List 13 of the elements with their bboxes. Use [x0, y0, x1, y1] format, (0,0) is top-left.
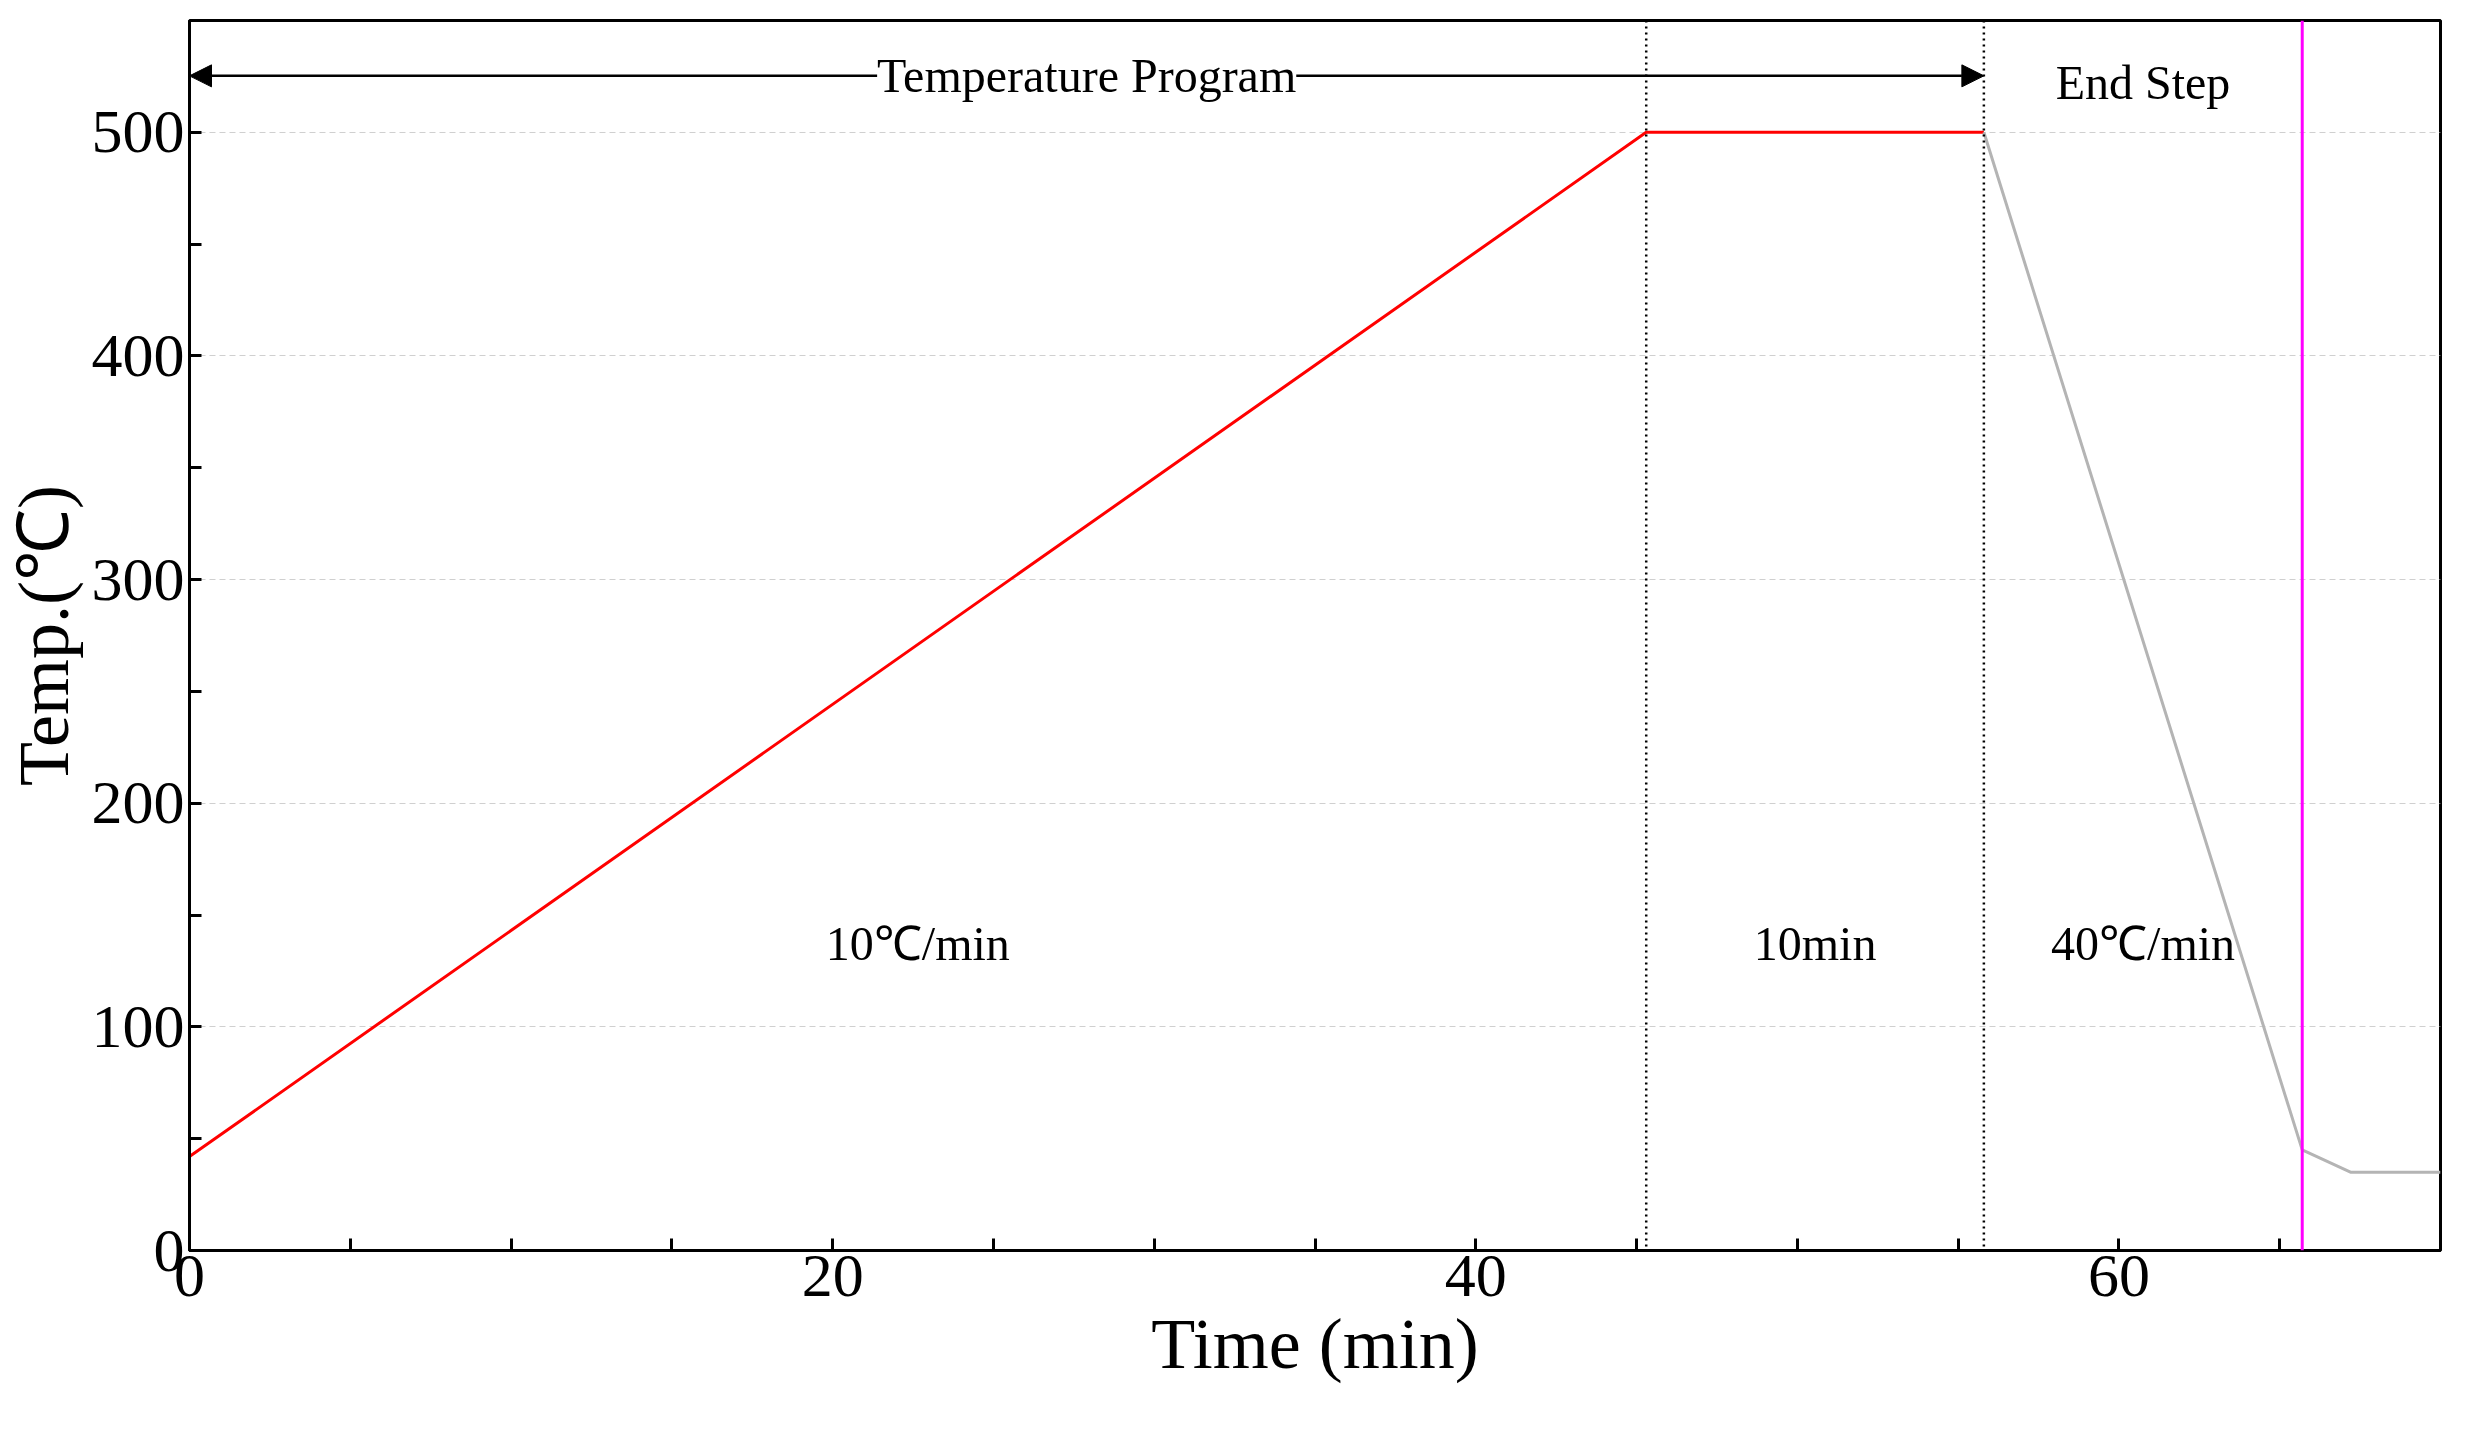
x-tick-label: 60 [2087, 1240, 2150, 1309]
y-tick-label: 300 [91, 544, 185, 613]
annotation: 10℃/min [825, 916, 1010, 970]
y-tick-label: 200 [91, 768, 185, 837]
annotation: 10min [1753, 916, 1877, 970]
annotation: 40℃/min [2051, 916, 2236, 970]
y-tick-label: 100 [91, 991, 185, 1060]
y-tick-label: 500 [91, 97, 185, 166]
annotation: End Step [2055, 55, 2231, 109]
y-tick-label: 400 [91, 320, 185, 389]
y-axis-title: Temp.(℃) [3, 485, 84, 786]
x-tick-label: 20 [801, 1240, 864, 1309]
annotation: Temperature Program [877, 49, 1297, 103]
